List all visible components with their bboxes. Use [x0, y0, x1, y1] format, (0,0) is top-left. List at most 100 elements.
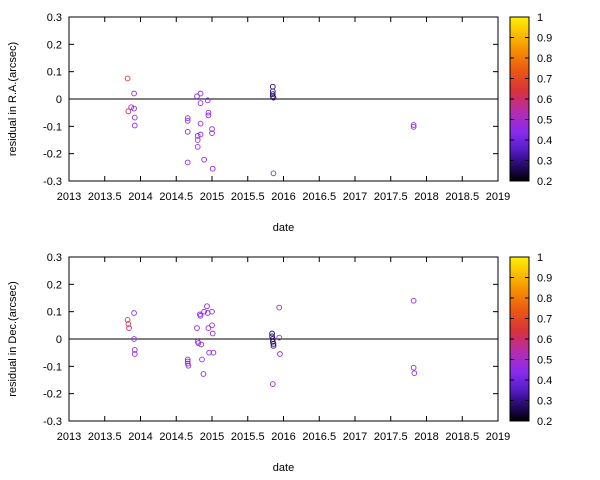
- colorbar-tick-label: 0.6: [537, 94, 552, 106]
- colorbar-tick-label: 0.5: [537, 115, 552, 127]
- data-point: [276, 304, 283, 311]
- data-point: [194, 133, 201, 139]
- data-point: [131, 90, 137, 97]
- data-point: [209, 126, 215, 132]
- data-point: [209, 330, 216, 337]
- x-tick-label: 2013: [57, 191, 81, 203]
- x-axis-label: date: [273, 222, 294, 234]
- data-point: [201, 308, 207, 315]
- data-point: [131, 122, 138, 129]
- y-tick-label: -0.1: [43, 121, 62, 133]
- x-axis-label: date: [273, 462, 294, 474]
- data-point: [194, 137, 201, 143]
- x-tick-label: 2015.5: [231, 431, 265, 443]
- data-point: [131, 105, 137, 112]
- x-tick-label: 2014.5: [159, 191, 193, 203]
- data-point: [184, 356, 191, 363]
- data-point: [197, 131, 204, 138]
- y-tick-label: -0.3: [43, 176, 62, 188]
- y-tick-label: -0.1: [43, 361, 62, 373]
- x-tick-label: 2016.5: [302, 431, 336, 443]
- x-tick-label: 2013: [57, 431, 81, 443]
- data-point: [195, 340, 202, 346]
- data-point: [270, 94, 277, 101]
- colorbar-tick-label: 0.7: [537, 74, 552, 86]
- data-point: [128, 104, 135, 111]
- data-point: [200, 371, 207, 377]
- data-point: [410, 364, 417, 371]
- data-point: [198, 341, 205, 348]
- data-point: [197, 312, 204, 319]
- x-tick-label: 2015: [200, 191, 224, 203]
- x-tick-label: 2018.5: [445, 431, 479, 443]
- y-tick-label: 0.2: [47, 279, 62, 291]
- y-tick-label: -0.2: [43, 149, 62, 161]
- data-point: [124, 75, 131, 82]
- data-point: [125, 108, 132, 115]
- x-tick-label: 2015: [200, 431, 224, 443]
- data-point: [410, 297, 417, 304]
- x-tick-label: 2017.5: [374, 191, 408, 203]
- x-tick-label: 2017: [343, 191, 367, 203]
- y-tick-label: 0: [56, 334, 62, 346]
- data-point: [209, 130, 215, 137]
- data-point: [199, 356, 205, 363]
- data-point: [209, 322, 215, 329]
- y-tick-label: 0.3: [47, 252, 62, 264]
- data-point: [270, 170, 277, 177]
- y-tick-label: 0.3: [47, 12, 62, 24]
- data-point: [185, 362, 192, 369]
- data-point: [205, 112, 212, 119]
- colorbar-tick-label: 1: [537, 252, 543, 264]
- x-tick-label: 2016: [271, 431, 295, 443]
- colorbar-tick-label: 0.5: [537, 355, 552, 367]
- data-point: [204, 97, 211, 104]
- data-point: [209, 308, 215, 315]
- x-tick-label: 2019: [486, 191, 510, 203]
- colorbar-tick-label: 0.3: [537, 396, 552, 408]
- x-tick-label: 2018.5: [445, 191, 479, 203]
- colorbar-tick-label: 0.7: [537, 314, 552, 326]
- x-tick-label: 2016: [271, 191, 295, 203]
- data-point: [201, 156, 207, 163]
- y-axis-label: residual in Dec.(arcsec): [7, 281, 19, 397]
- data-point: [131, 310, 137, 316]
- data-point: [124, 317, 131, 323]
- data-point: [126, 325, 132, 331]
- data-point: [269, 333, 275, 340]
- data-point: [269, 381, 276, 387]
- data-point: [269, 91, 276, 97]
- data-point: [131, 114, 138, 121]
- data-point: [184, 118, 191, 124]
- data-point: [276, 334, 283, 341]
- y-tick-label: -0.3: [43, 416, 62, 428]
- data-point: [184, 115, 191, 121]
- y-tick-label: 0.1: [47, 67, 62, 79]
- y-tick-label: 0: [56, 94, 62, 106]
- colorbar-tick-label: 0.9: [537, 33, 552, 45]
- data-point: [205, 109, 212, 116]
- y-tick-label: 0.1: [47, 307, 62, 319]
- data-point: [197, 90, 204, 97]
- data-point: [125, 321, 132, 327]
- x-tick-label: 2017.5: [374, 431, 408, 443]
- data-point: [197, 100, 204, 106]
- colorbar-tick-label: 0.3: [537, 156, 552, 168]
- data-point: [184, 128, 191, 135]
- data-point: [205, 325, 212, 331]
- x-tick-label: 2017: [343, 431, 367, 443]
- y-tick-label: -0.2: [43, 389, 62, 401]
- colorbar-tick-label: 0.8: [537, 53, 552, 65]
- data-point: [270, 341, 277, 347]
- data-point: [131, 347, 138, 353]
- data-point: [210, 349, 217, 356]
- x-tick-label: 2018: [414, 431, 438, 443]
- data-point: [131, 336, 137, 342]
- colorbar-tick-label: 0.8: [537, 293, 552, 305]
- data-point: [410, 122, 417, 128]
- data-point: [209, 165, 216, 172]
- x-tick-label: 2014.5: [159, 431, 193, 443]
- colorbar-tick-label: 0.4: [537, 375, 552, 387]
- x-tick-label: 2015.5: [231, 191, 265, 203]
